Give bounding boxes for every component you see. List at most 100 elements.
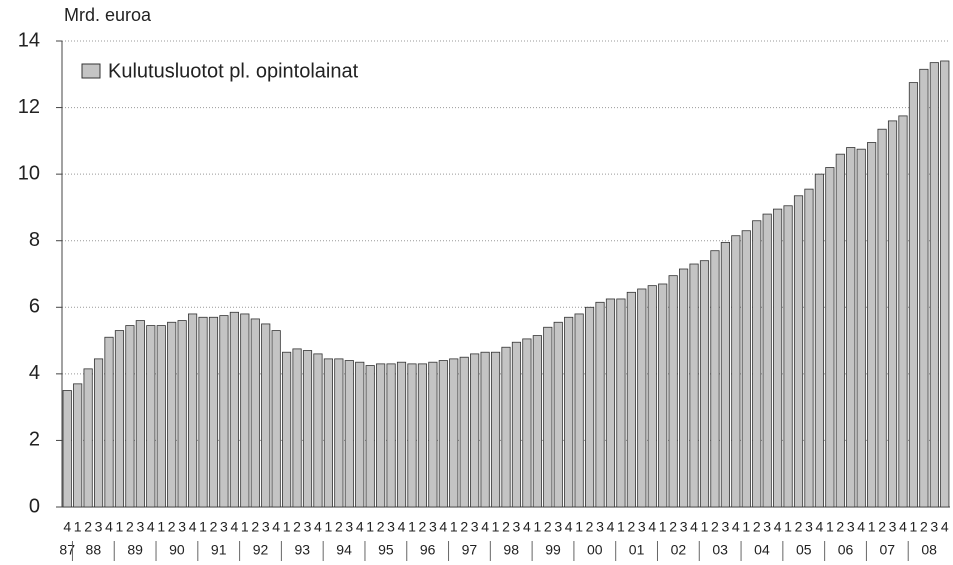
bar <box>167 321 177 508</box>
x-tick-label: 3 <box>304 519 312 535</box>
x-tick-label: 1 <box>868 519 876 535</box>
x-tick-label: 1 <box>533 519 541 535</box>
x-tick-label: 1 <box>283 519 291 535</box>
bar <box>323 358 333 508</box>
year-label: 88 <box>86 542 102 558</box>
year-label: 03 <box>712 542 728 558</box>
year-label: 02 <box>671 542 687 558</box>
bar <box>480 351 490 508</box>
x-tick-label: 4 <box>732 519 740 535</box>
x-tick-label: 1 <box>241 519 249 535</box>
bar <box>762 213 772 508</box>
x-tick-label: 3 <box>513 519 521 535</box>
bar <box>658 283 668 508</box>
bar <box>532 335 542 508</box>
x-tick-label: 1 <box>157 519 165 535</box>
x-tick-label: 3 <box>178 519 186 535</box>
x-tick-label: 4 <box>314 519 322 535</box>
bar <box>376 363 386 508</box>
x-tick-label: 2 <box>627 519 635 535</box>
x-tick-label: 1 <box>659 519 667 535</box>
bar <box>605 298 616 508</box>
year-label: 06 <box>838 542 854 558</box>
bar <box>710 250 720 508</box>
bar <box>83 368 93 508</box>
bar <box>261 323 271 508</box>
bar <box>668 275 678 508</box>
x-tick-label: 1 <box>450 519 458 535</box>
x-tick-label: 3 <box>889 519 897 535</box>
x-tick-label: 2 <box>711 519 719 535</box>
bar <box>93 358 104 508</box>
bar <box>292 348 302 508</box>
bar <box>156 325 166 508</box>
bar <box>804 188 814 508</box>
x-tick-label: 4 <box>398 519 406 535</box>
bar <box>208 316 219 508</box>
x-tick-label: 4 <box>189 519 197 535</box>
x-tick-label: 4 <box>439 519 447 535</box>
bar <box>229 311 239 508</box>
y-tick-label: 12 <box>18 96 40 118</box>
bar <box>929 62 939 508</box>
x-tick-label: 1 <box>742 519 750 535</box>
bar <box>417 363 428 508</box>
y-tick-label: 10 <box>18 162 40 184</box>
x-tick-label: 4 <box>774 519 782 535</box>
x-tick-label: 4 <box>105 519 113 535</box>
x-tick-label: 2 <box>377 519 385 535</box>
x-tick-label: 1 <box>74 519 82 535</box>
x-tick-label: 1 <box>575 519 583 535</box>
bar <box>637 288 647 508</box>
x-tick-label: 3 <box>136 519 144 535</box>
x-tick-label: 1 <box>325 519 333 535</box>
x-tick-label: 3 <box>95 519 103 535</box>
x-tick-label: 1 <box>199 519 207 535</box>
bar <box>867 142 877 508</box>
x-tick-label: 3 <box>638 519 646 535</box>
x-tick-label: 2 <box>502 519 510 535</box>
year-label: 95 <box>378 542 394 558</box>
bar <box>302 350 313 508</box>
bar <box>240 313 250 508</box>
bar <box>887 120 898 508</box>
year-label: 97 <box>462 542 478 558</box>
x-tick-label: 4 <box>690 519 698 535</box>
y-tick-label: 2 <box>29 429 40 451</box>
x-tick-label: 2 <box>586 519 594 535</box>
bar <box>773 208 783 508</box>
bar <box>741 230 751 508</box>
bar <box>449 358 459 508</box>
x-tick-label: 2 <box>878 519 886 535</box>
x-tick-label: 1 <box>116 519 124 535</box>
x-tick-label: 2 <box>836 519 844 535</box>
bar <box>574 313 584 508</box>
x-tick-label: 1 <box>784 519 792 535</box>
bar <box>919 68 929 508</box>
x-tick-label: 3 <box>387 519 395 535</box>
bar <box>647 285 657 508</box>
y-tick-label: 6 <box>29 296 40 318</box>
x-tick-label: 4 <box>481 519 489 535</box>
y-axis-label: Mrd. euroa <box>64 5 152 25</box>
x-tick-label: 2 <box>419 519 427 535</box>
year-label: 94 <box>336 542 352 558</box>
y-tick-label: 8 <box>29 229 40 251</box>
bar <box>365 365 375 508</box>
bar <box>250 318 260 508</box>
x-tick-label: 2 <box>126 519 134 535</box>
year-label: 08 <box>921 542 937 558</box>
bar <box>898 115 908 508</box>
bar <box>438 360 448 508</box>
year-label: 87 <box>59 542 75 558</box>
bar <box>501 346 511 508</box>
year-label: 01 <box>629 542 645 558</box>
bar <box>177 320 187 508</box>
bar <box>73 383 83 508</box>
bar <box>114 330 125 508</box>
bar <box>125 325 135 508</box>
x-tick-label: 2 <box>669 519 677 535</box>
bar <box>282 351 292 508</box>
legend-swatch <box>81 63 101 79</box>
x-tick-label: 4 <box>857 519 865 535</box>
